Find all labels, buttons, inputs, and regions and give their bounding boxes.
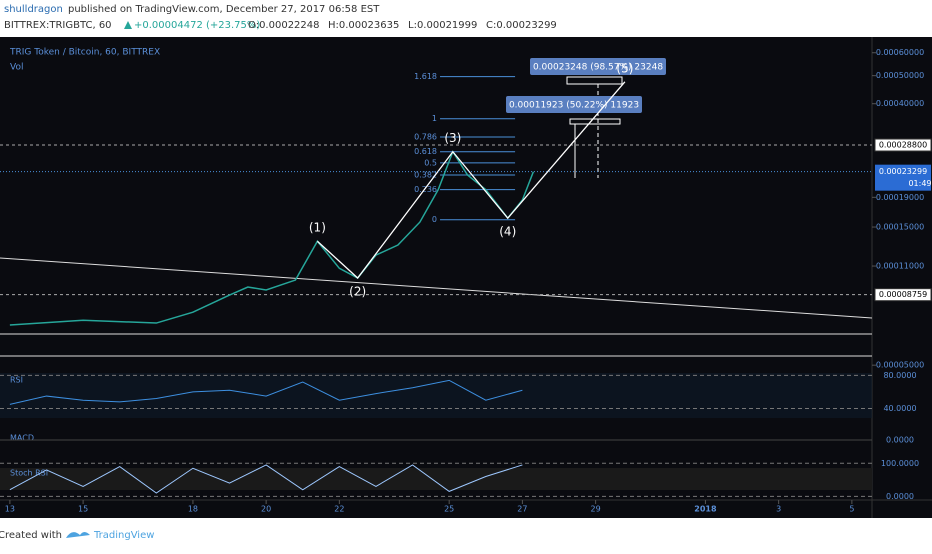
fib-label: 0.618 (414, 147, 437, 156)
macd-label: MACD (10, 434, 34, 443)
footer-created: Created with (0, 530, 62, 541)
x-tick-label: 3 (776, 505, 781, 514)
footer-brand[interactable]: TradingView (93, 530, 154, 541)
logo (66, 532, 90, 538)
measure-label: 0.00023248 (98.57%) 23248 (533, 63, 663, 73)
price-box (874, 138, 932, 152)
x-tick-label: 2018 (694, 505, 717, 514)
rsi-line (9, 379, 523, 405)
rsi-tick-label: 80.0000 (883, 371, 916, 380)
macd-tick-label: 0.0000 (886, 436, 914, 445)
symbol: BITTREX:TRIGBTC, 60 (4, 20, 112, 31)
rsi-tick-label: 40.0000 (883, 404, 916, 413)
measure-label: 0.00011923 (50.22%) 11923 (509, 101, 639, 111)
ohlc: H:0.00023635 (328, 20, 399, 31)
fib-label: 0.786 (414, 132, 437, 141)
wave-label: (2) (349, 285, 366, 299)
fib-label: 1.618 (414, 72, 437, 81)
y-tick-label: 0.00011000 (876, 262, 924, 271)
fib-label: 0.5 (424, 158, 437, 167)
measure-box (569, 118, 621, 125)
x-tick-label: 25 (444, 505, 454, 514)
price-line-label: 0.00008759 (879, 290, 927, 299)
last-price-label: 0.00023299 (879, 167, 927, 176)
x-tick-label: 15 (78, 505, 88, 514)
author[interactable]: shulldragon (4, 4, 63, 15)
wave-label: (4) (499, 225, 516, 239)
ohlc: O:0.00022248 (248, 20, 320, 31)
x-tick-label: 29 (591, 505, 601, 514)
countdown: 01:49 (908, 179, 931, 188)
x-tick-label: 13 (5, 505, 15, 514)
rsi-band (0, 373, 872, 418)
wave-line (316, 81, 626, 279)
x-tick-label: 27 (517, 505, 527, 514)
last-price-box (875, 164, 931, 191)
y-tick-label: 0.00060000 (876, 48, 924, 57)
price-box (874, 288, 932, 302)
x-tick-label: 18 (188, 505, 198, 514)
rsi-label: RSI (10, 376, 23, 385)
price-line-label: 0.00028800 (879, 141, 927, 150)
y-tick-label: 0.00050000 (876, 71, 924, 80)
change: +0.00004472 (+23.75%) (134, 20, 260, 31)
ohlc: L:0.00021999 (408, 20, 477, 31)
measure-box (566, 76, 623, 85)
wave-label: (1) (309, 221, 326, 235)
fib-label: 0.236 (414, 185, 437, 194)
stoch-band (0, 468, 872, 490)
fib-label: 1 (432, 114, 437, 123)
wave-label: (5) (616, 61, 633, 75)
ohlc: C:0.00023299 (486, 20, 557, 31)
published: published on TradingView.com, December 2… (68, 4, 380, 15)
chart-title: TRIG Token / Bitcoin, 60, BITTREX (9, 48, 160, 58)
measure-label-box (506, 96, 642, 113)
y-tick-label: 0.00005000 (876, 361, 924, 370)
up-arrow (124, 21, 132, 29)
y-tick-label: 0.00019000 (876, 193, 924, 202)
stoch-tick-label: 0.0000 (886, 492, 914, 501)
stoch-label: Stoch RSI (10, 469, 48, 478)
stoch-tick-label: 100.0000 (881, 459, 919, 468)
chart-area (0, 37, 932, 518)
stoch-line (9, 464, 523, 494)
trend-line (0, 257, 873, 319)
measure-label-box (530, 58, 666, 75)
y-tick-label: 0.00015000 (876, 223, 924, 232)
x-tick-label: 20 (261, 505, 271, 514)
x-tick-label: 5 (849, 505, 854, 514)
wave-label: (3) (444, 131, 461, 145)
y-tick-label: 0.00040000 (876, 99, 924, 108)
volume-label: Vol (10, 63, 23, 73)
x-tick-label: 22 (334, 505, 344, 514)
fib-label: 0.382 (414, 170, 437, 179)
fib-label: 0 (432, 215, 437, 224)
